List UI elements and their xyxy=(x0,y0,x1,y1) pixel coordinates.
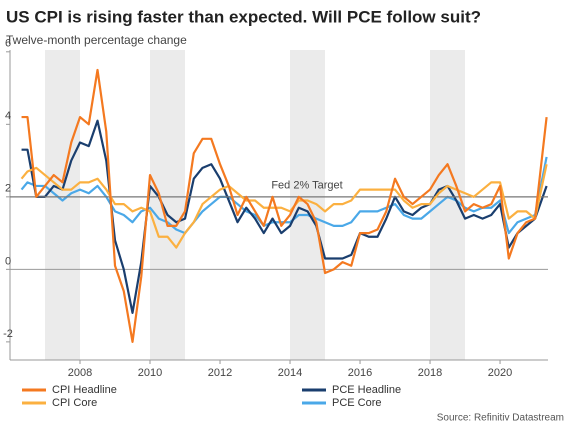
y-tick-label: -2 xyxy=(3,328,13,340)
year-shading xyxy=(45,50,465,360)
chart-title: US CPI is rising faster than expected. W… xyxy=(6,7,481,26)
legend-label: CPI Core xyxy=(52,397,97,409)
shade-band xyxy=(45,50,80,360)
series-line xyxy=(20,163,548,249)
shade-band xyxy=(430,50,465,360)
x-tick-label: 2016 xyxy=(348,367,372,379)
target-label: Fed 2% Target xyxy=(271,180,342,192)
series-line xyxy=(21,68,548,343)
series-line xyxy=(21,119,548,314)
x-tick-label: 2008 xyxy=(68,367,92,379)
x-tick-label: 2010 xyxy=(138,367,162,379)
shade-band xyxy=(150,50,185,360)
y-tick-label: 6 xyxy=(5,38,11,50)
x-tick-label: 2020 xyxy=(488,367,512,379)
y-tick-label: 4 xyxy=(5,110,11,122)
y-tick-label: 2 xyxy=(5,183,11,195)
chart-subtitle: Twelve-month percentage change xyxy=(6,33,187,47)
x-tick-label: 2012 xyxy=(208,367,232,379)
x-tick-label: 2018 xyxy=(418,367,442,379)
legend-label: PCE Core xyxy=(332,397,382,409)
y-tick-label: 0 xyxy=(5,255,11,267)
legend-label: CPI Headline xyxy=(52,384,117,396)
x-tick-label: 2014 xyxy=(278,367,302,379)
source: Source: Refinitiv Datastream xyxy=(437,413,564,424)
legend-label: PCE Headline xyxy=(332,384,401,396)
